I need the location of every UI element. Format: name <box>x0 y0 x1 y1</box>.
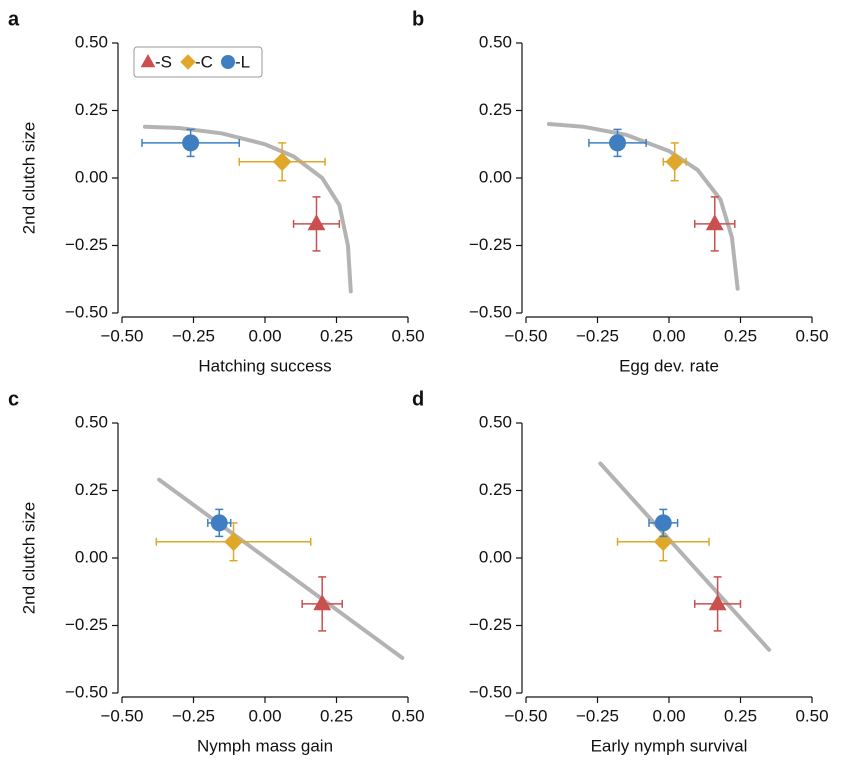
x-tick-label: 0.00 <box>248 706 281 725</box>
x-tick-label: 0.25 <box>320 326 353 345</box>
y-tick-label: 0.25 <box>479 100 512 119</box>
y-axis-label: 2nd clutch size <box>19 502 38 614</box>
legend-box <box>133 46 263 78</box>
y-tick-label: 0.50 <box>479 412 512 431</box>
x-tick-label: 0.50 <box>795 326 828 345</box>
point <box>654 514 672 532</box>
y-tick-label: −0.25 <box>469 235 512 254</box>
legend-label: -S <box>155 52 172 71</box>
x-axis-label: Hatching success <box>198 356 331 375</box>
point <box>224 532 243 552</box>
panel: c −0.50 −0.25 0.00 0.25 0.50 −0.50 −0.25 0.00 0.2… <box>8 388 425 755</box>
y-tick-label: 0.00 <box>479 547 512 566</box>
x-tick-label: 0.00 <box>652 706 685 725</box>
panel: b −0.50 −0.25 0.00 0.25 0.50 −0.50 −0.25 0.00 0.2… <box>412 8 829 375</box>
legend-marker <box>221 55 235 69</box>
panel-label: a <box>8 8 20 30</box>
y-tick-label: 0.25 <box>75 480 108 499</box>
x-tick-label: −0.25 <box>172 326 215 345</box>
panel: d −0.50 −0.25 0.00 0.25 0.50 −0.50 −0.25 0.00 0.2… <box>412 388 829 755</box>
y-tick-label: −0.50 <box>65 682 108 701</box>
point <box>210 514 228 532</box>
x-tick-label: 0.50 <box>391 326 424 345</box>
y-tick-label: 0.00 <box>75 167 108 186</box>
y-tick-label: −0.50 <box>469 682 512 701</box>
y-tick-label: −0.50 <box>469 302 512 321</box>
point <box>708 594 727 611</box>
fit-curve <box>598 461 772 652</box>
y-axis-label: 2nd clutch size <box>19 122 38 234</box>
x-tick-label: −0.25 <box>576 326 619 345</box>
point <box>609 134 627 152</box>
y-tick-label: 0.25 <box>479 480 512 499</box>
legend-label: -C <box>195 52 213 71</box>
panel: a −0.50 −0.25 0.00 0.25 0.50 −0.50 −0.25 0.00 0.2… <box>8 8 425 375</box>
y-tick-label: −0.25 <box>65 615 108 634</box>
y-tick-label: 0.50 <box>479 32 512 51</box>
y-tick-label: 0.50 <box>75 412 108 431</box>
fit-curve <box>157 477 405 660</box>
point <box>653 532 673 552</box>
fit-curve <box>142 124 353 294</box>
panel-label: b <box>412 8 424 30</box>
legend-marker <box>140 53 156 68</box>
y-tick-label: 0.00 <box>75 547 108 566</box>
point <box>313 594 332 611</box>
x-axis-label: Nymph mass gain <box>197 736 333 755</box>
x-tick-label: −0.50 <box>504 706 547 725</box>
x-tick-label: 0.00 <box>652 326 685 345</box>
legend-marker <box>180 54 196 70</box>
panel-label: c <box>8 388 19 410</box>
point <box>705 214 724 231</box>
y-tick-label: 0.25 <box>75 100 108 119</box>
x-tick-label: 0.50 <box>391 706 424 725</box>
x-tick-label: −0.50 <box>100 706 143 725</box>
fit-curve <box>546 122 740 291</box>
y-tick-label: 0.50 <box>75 32 108 51</box>
x-tick-label: 0.25 <box>724 326 757 345</box>
x-tick-label: 0.25 <box>724 706 757 725</box>
x-axis-label: Early nymph survival <box>591 736 748 755</box>
point <box>182 134 200 152</box>
y-tick-label: −0.50 <box>65 302 108 321</box>
panel-label: d <box>412 388 424 410</box>
y-tick-label: 0.00 <box>479 167 512 186</box>
y-tick-label: −0.25 <box>65 235 108 254</box>
point <box>665 152 685 172</box>
x-axis-label: Egg dev. rate <box>619 356 719 375</box>
point <box>272 152 292 172</box>
legend-label: -L <box>235 52 250 71</box>
x-tick-label: −0.25 <box>576 706 619 725</box>
x-tick-label: −0.50 <box>100 326 143 345</box>
x-tick-label: 0.25 <box>320 706 353 725</box>
x-tick-label: −0.50 <box>504 326 547 345</box>
point <box>307 214 326 231</box>
x-tick-label: 0.00 <box>248 326 281 345</box>
y-tick-label: −0.25 <box>469 615 512 634</box>
x-tick-label: 0.50 <box>795 706 828 725</box>
x-tick-label: −0.25 <box>172 706 215 725</box>
